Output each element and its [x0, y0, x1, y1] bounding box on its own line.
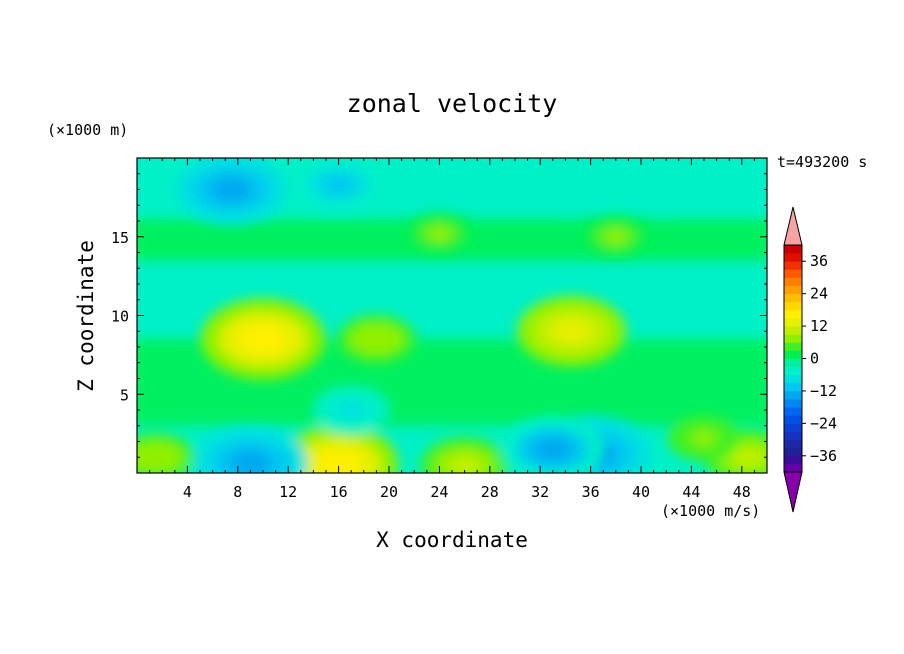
- x-tick-label: 16: [330, 483, 348, 501]
- colorbar-swatch: [784, 358, 802, 368]
- field-feature-core: [447, 455, 482, 473]
- colorbar-swatch: [784, 277, 802, 286]
- colorbar-swatch: [784, 269, 802, 278]
- x-tick-label: 40: [632, 483, 650, 501]
- colorbar-swatch: [784, 342, 802, 351]
- colorbar-swatch: [784, 309, 802, 319]
- field-feature-core: [228, 450, 273, 473]
- field-feature-core: [239, 324, 287, 354]
- colorbar-swatch: [784, 463, 802, 473]
- colorbar-tick-label: 36: [810, 252, 828, 270]
- colorbar-swatch: [784, 374, 802, 384]
- colorbar-swatch: [784, 382, 802, 392]
- colorbar-swatch: [784, 317, 802, 327]
- field-feature-core: [426, 226, 453, 241]
- x-axis-label: X coordinate: [376, 528, 528, 552]
- colorbar-swatch: [784, 350, 802, 359]
- field-feature-core: [336, 401, 366, 419]
- x-tick-label: 28: [481, 483, 499, 501]
- colorbar-swatch: [784, 423, 802, 432]
- x-tick-label: 20: [380, 483, 398, 501]
- colorbar-swatch: [784, 366, 802, 376]
- field-feature-core: [551, 318, 593, 344]
- colorbar-swatch: [784, 455, 802, 465]
- colorbar-swatch: [784, 439, 802, 449]
- colorbar-swatch: [784, 326, 802, 335]
- time-label: t=493200 s: [777, 153, 867, 171]
- colorbar-over-arrow: [783, 206, 803, 246]
- field-feature-core: [731, 447, 765, 468]
- x-tick-label: 4: [183, 483, 192, 501]
- chart-title: zonal velocity: [347, 89, 558, 118]
- y-axis: 5 10 15: [111, 173, 767, 458]
- field-feature-core: [141, 448, 171, 466]
- y-tick-label: 10: [111, 308, 129, 326]
- colorbar-swatch: [784, 245, 802, 254]
- colorbar-swatch: [784, 431, 802, 440]
- colorbar-swatch: [784, 261, 802, 270]
- x-tick-label: 8: [233, 483, 242, 501]
- x-tick-label: 48: [733, 483, 751, 501]
- colorbar-swatch: [784, 399, 802, 408]
- x-tick-label: 36: [582, 483, 600, 501]
- field-feature-core: [690, 430, 718, 447]
- colorbar-swatch: [784, 390, 802, 400]
- field-feature-core: [210, 177, 253, 202]
- colorbar-tick-label: 24: [810, 285, 828, 303]
- x-tick-label: 44: [682, 483, 700, 501]
- colorbar-swatch: [784, 447, 802, 457]
- x-unit-label: (×1000 m/s): [661, 502, 760, 520]
- contour-field: [137, 158, 767, 473]
- colorbar-tick-label: 12: [810, 317, 828, 335]
- x-tick-label: 32: [531, 483, 549, 501]
- colorbar-swatch: [784, 253, 802, 262]
- colorbar-tick-label: −36: [810, 447, 837, 465]
- field-feature-core: [603, 229, 629, 245]
- colorbar-swatch: [784, 415, 802, 424]
- field-feature-core: [321, 174, 356, 195]
- colorbar-tick-label: −24: [810, 414, 837, 432]
- colorbar-swatch: [784, 301, 802, 311]
- colorbar: 36 24 12 0 −12 −24 −36: [783, 206, 837, 513]
- colorbar-under-arrow: [783, 471, 803, 513]
- colorbar-tick-label: −12: [810, 382, 837, 400]
- colorbar-swatch: [784, 334, 802, 343]
- field-feature-core: [315, 449, 362, 473]
- x-tick-label: 24: [430, 483, 448, 501]
- y-unit-label: (×1000 m): [47, 121, 128, 139]
- colorbar-swatch: [784, 407, 802, 416]
- field-feature-core: [361, 330, 392, 348]
- field-feature-core: [533, 437, 573, 462]
- colorbar-swatch: [784, 285, 802, 295]
- y-axis-label: Z coordinate: [74, 240, 98, 392]
- colorbar-swatch: [784, 293, 802, 303]
- x-axis: 4 8 12 16 20 24 28 32 36 40 44 48: [149, 158, 755, 501]
- y-tick-label: 15: [111, 229, 129, 247]
- x-tick-label: 12: [279, 483, 297, 501]
- colorbar-tick-label: 0: [810, 350, 819, 368]
- y-tick-label: 5: [120, 386, 129, 404]
